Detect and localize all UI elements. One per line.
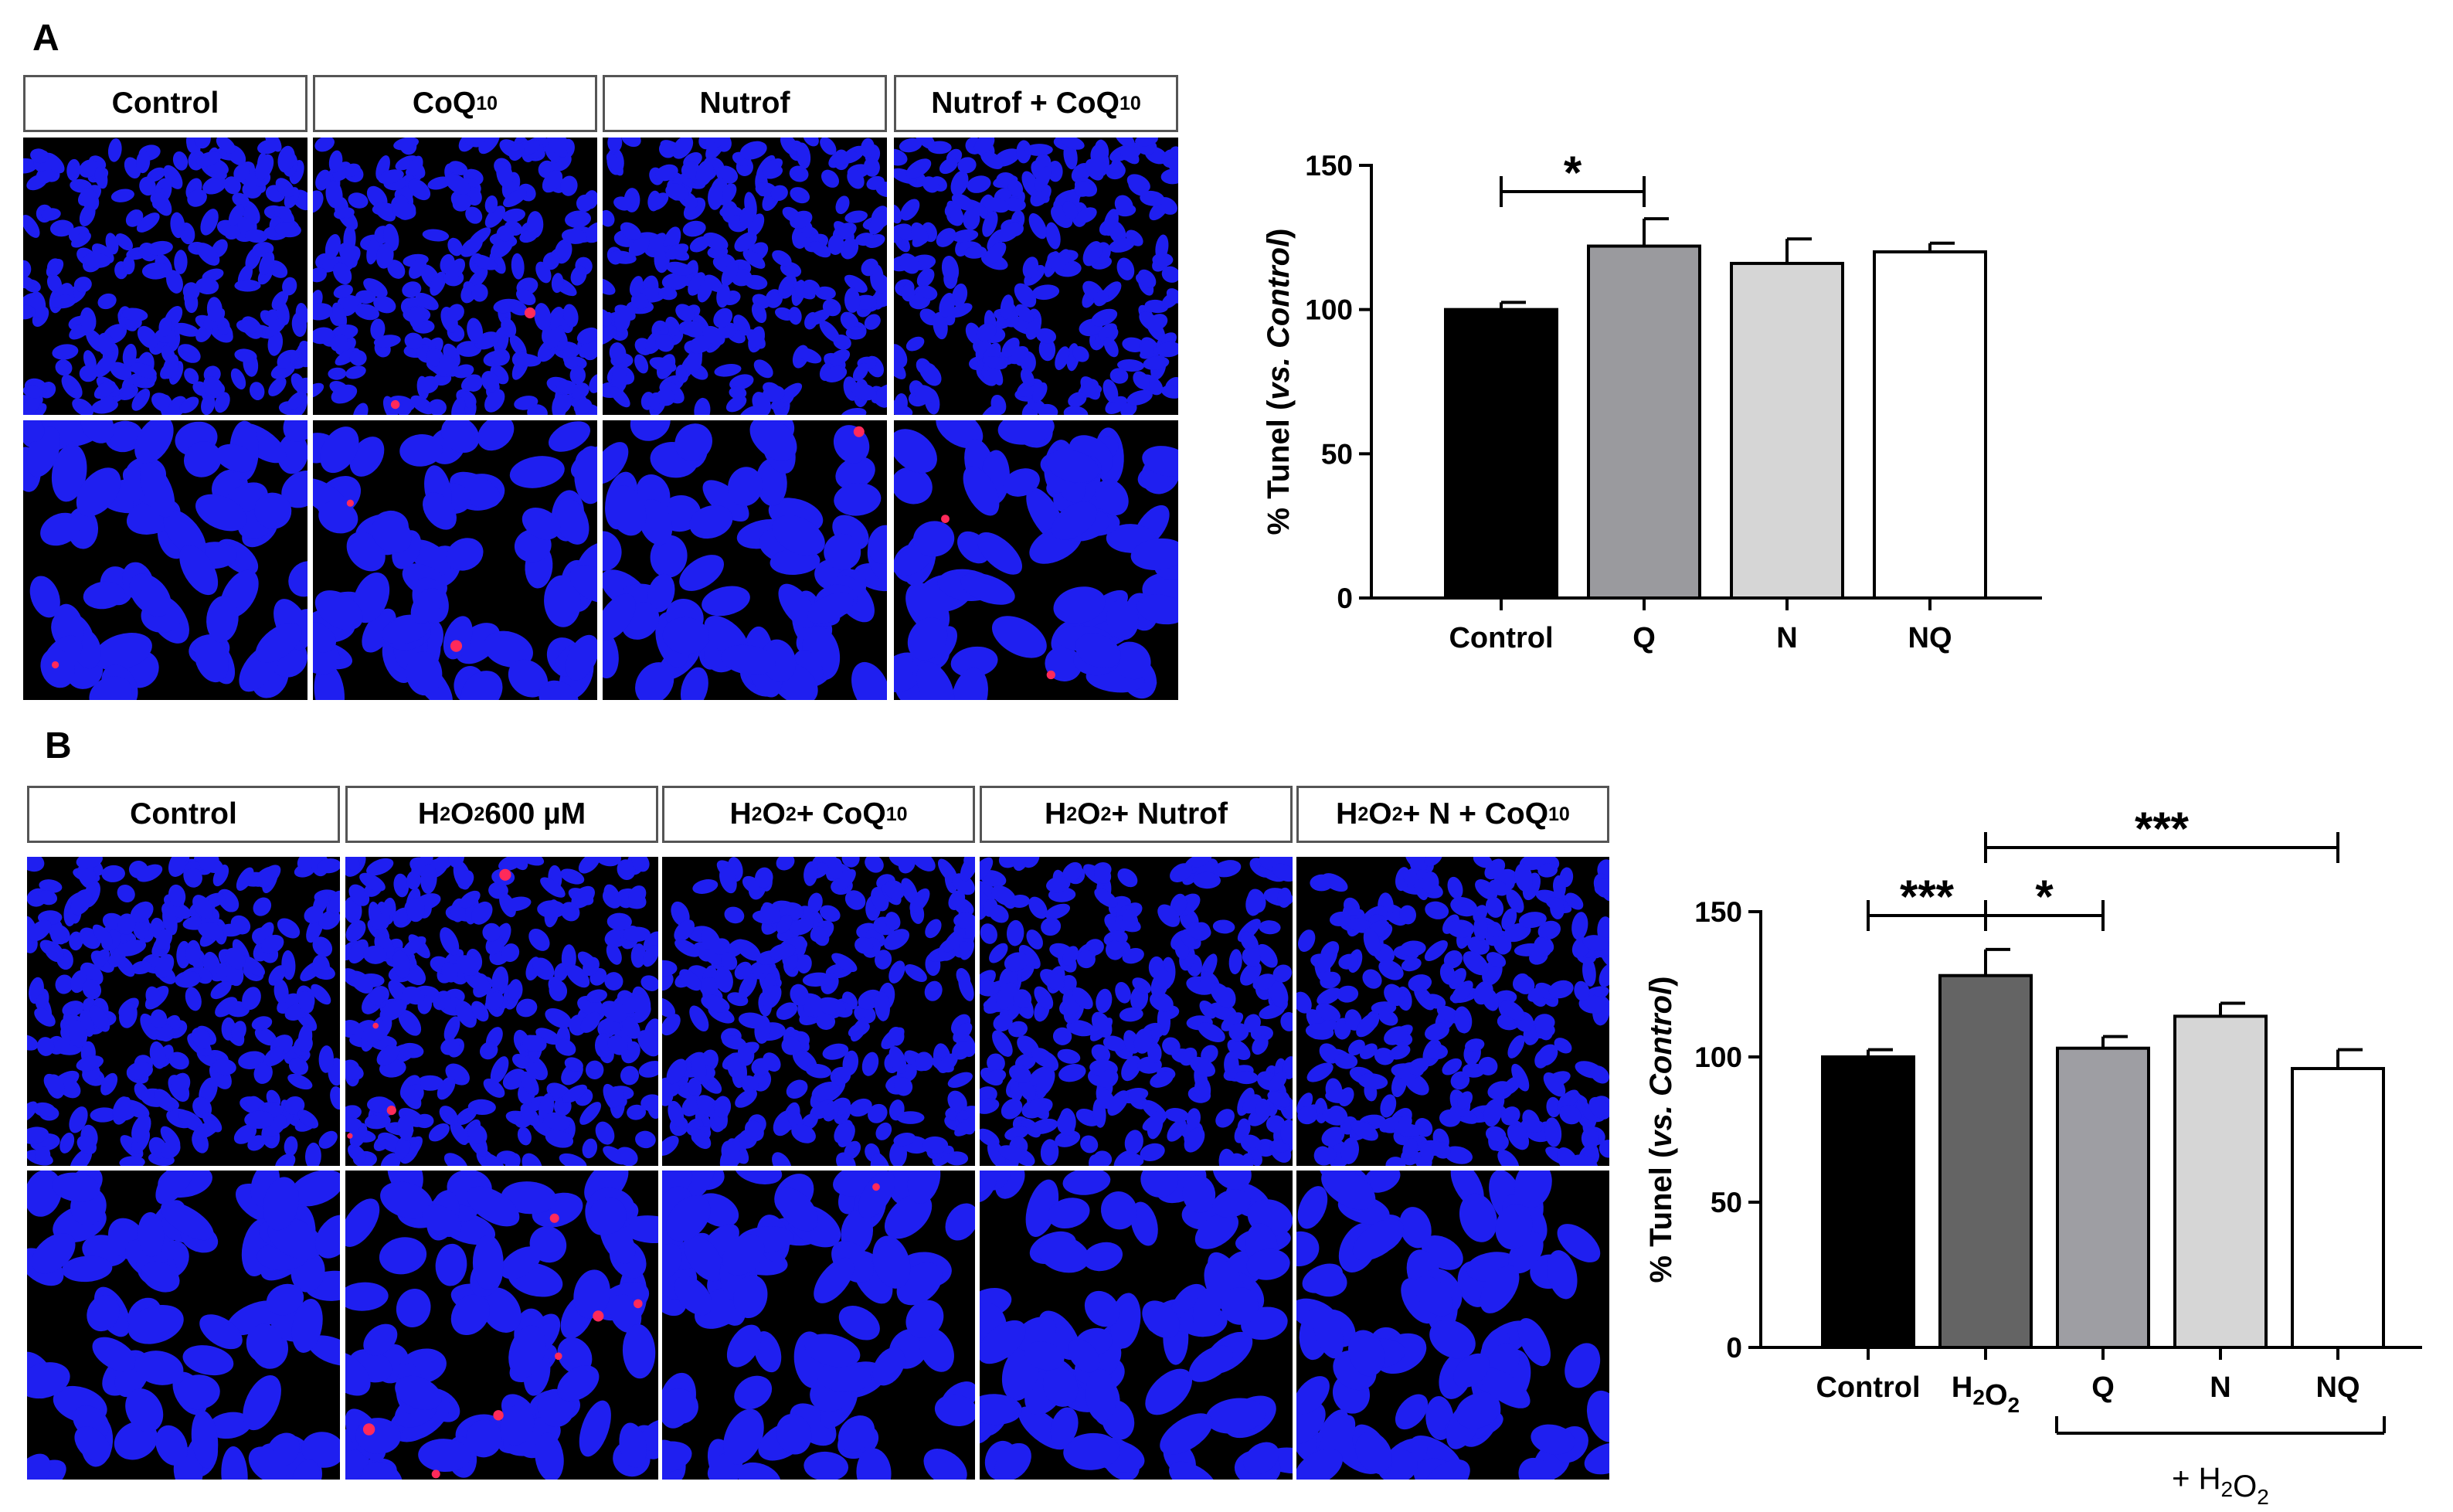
panel-a-image-top-2 bbox=[603, 138, 887, 415]
chart-b-bar-3 bbox=[2173, 1014, 2268, 1349]
chart-a-y-axis-label: % Tunel (vs. Control) bbox=[1262, 228, 1296, 535]
chart-a-ytick-label-0: 0 bbox=[1337, 583, 1353, 614]
panel-b-image-bottom-3 bbox=[980, 1171, 1293, 1480]
chart-b-xtick-label-2: Q bbox=[2091, 1371, 2115, 1404]
panel-b-image-bottom-1 bbox=[345, 1171, 658, 1480]
chart-a-bar-0 bbox=[1444, 307, 1558, 600]
panel-a-image-top-1 bbox=[313, 138, 597, 415]
panel-a-image-bottom-0 bbox=[23, 420, 307, 700]
chart-b-bar-2 bbox=[2056, 1046, 2150, 1349]
chart-b-sig-label-2: *** bbox=[2135, 803, 2190, 855]
panel-a-image-bottom-1 bbox=[313, 420, 597, 700]
chart-b-xtick-label-1: H2O2 bbox=[1952, 1371, 2020, 1417]
chart-b-bar-1 bbox=[1938, 973, 2033, 1349]
panel-b-label-4: H 2 O 2 + N + CoQ 10 bbox=[1296, 786, 1609, 843]
panel-a-label-1: CoQ 10 bbox=[313, 75, 597, 132]
chart-b-bar-4 bbox=[2291, 1067, 2385, 1350]
chart-a-xtick-label-2: N bbox=[1776, 622, 1797, 654]
panel-b-label-0: Control bbox=[27, 786, 340, 843]
chart-b-xtick-label-0: Control bbox=[1816, 1371, 1920, 1404]
chart-a-xtick-label-0: Control bbox=[1449, 622, 1553, 654]
chart-a-ytick-label-1: 50 bbox=[1321, 438, 1353, 470]
chart-a-ytick-label-3: 150 bbox=[1305, 150, 1353, 182]
chart-b-ytick-label-2: 100 bbox=[1694, 1041, 1742, 1073]
panel-b-image-top-1 bbox=[345, 857, 658, 1166]
chart-b-group-bracket-label: + H2O2 bbox=[2172, 1462, 2269, 1509]
panel-a-label-2: Nutrof bbox=[603, 75, 887, 132]
panel-b-image-bottom-2 bbox=[662, 1171, 975, 1480]
panel-b-letter: B bbox=[45, 725, 72, 766]
chart-b-xtick-label-3: N bbox=[2210, 1371, 2230, 1404]
chart-b-ytick-label-1: 50 bbox=[1711, 1187, 1742, 1218]
panel-a-image-top-0 bbox=[23, 138, 307, 415]
panel-a-label-3: Nutrof + CoQ 10 bbox=[894, 75, 1178, 132]
chart-b-sig-label-0: *** bbox=[1900, 871, 1955, 922]
chart-a-ytick-label-2: 100 bbox=[1305, 294, 1353, 326]
panel-a-letter: A bbox=[32, 18, 59, 59]
panel-b-image-top-4 bbox=[1296, 857, 1609, 1166]
chart-b-ytick-label-3: 150 bbox=[1694, 896, 1742, 928]
panel-b-image-top-2 bbox=[662, 857, 975, 1166]
panel-b-image-top-3 bbox=[980, 857, 1293, 1166]
chart-a-sig-label-0: * bbox=[1564, 147, 1582, 199]
chart-a-xtick-label-1: Q bbox=[1633, 622, 1656, 654]
panel-a-image-bottom-2 bbox=[603, 420, 887, 700]
chart-b-bar-0 bbox=[1821, 1055, 1915, 1349]
chart-b-y-axis-label: % Tunel (vs. Control) bbox=[1644, 976, 1678, 1283]
panel-a-label-0: Control bbox=[23, 75, 307, 132]
panel-a-image-top-3 bbox=[894, 138, 1178, 415]
panel-a-image-bottom-3 bbox=[894, 420, 1178, 700]
chart-b-xtick-label-4: NQ bbox=[2316, 1371, 2360, 1404]
panel-b-image-top-0 bbox=[27, 857, 340, 1166]
chart-a-xtick-label-3: NQ bbox=[1908, 622, 1952, 654]
panel-b-image-bottom-4 bbox=[1296, 1171, 1609, 1480]
chart-a-bar-3 bbox=[1873, 250, 1987, 600]
chart-a-bar-1 bbox=[1587, 244, 1701, 600]
chart-b-ytick-label-0: 0 bbox=[1726, 1332, 1742, 1364]
chart-b-sig-label-1: * bbox=[2035, 871, 2054, 922]
panel-b-image-bottom-0 bbox=[27, 1171, 340, 1480]
chart-a-bar-2 bbox=[1730, 261, 1844, 600]
